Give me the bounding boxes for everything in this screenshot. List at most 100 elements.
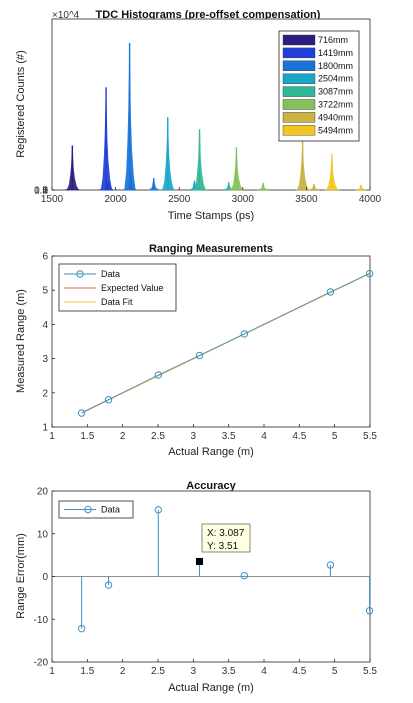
legend-label: 4940mm (318, 112, 353, 122)
legend-label: 5494mm (318, 125, 353, 135)
accuracy-chart: Accuracy 1 1.5 2 2.5 3 3.5 4 4.5 5 5.5 -20 -10 0 10 20… (15, 480, 377, 694)
legend-swatch (282, 112, 316, 123)
x-tick-label: 5.5 (363, 431, 377, 442)
y-tick-label: 0 (42, 572, 48, 583)
data-point (104, 396, 113, 404)
chart-1-y-label: Registered Counts (#) (15, 50, 27, 158)
ranging-chart: Ranging Measurements 1 1.5 2 2.5 3 3.5 4 4.5 5 5.… (15, 243, 377, 458)
legend-label: 1419mm (318, 48, 353, 58)
x-tick-label: 5.5 (363, 666, 377, 677)
legend-swatch (282, 47, 316, 59)
x-tick-label: 2500 (168, 194, 191, 205)
chart-2-title: Ranging Measurements (149, 243, 273, 255)
legend-swatch (282, 34, 316, 46)
stem-point (326, 561, 335, 569)
data-point (77, 409, 86, 417)
legend-label: Data Fit (101, 297, 133, 307)
y-tick-label: 1.5 (34, 185, 48, 196)
y-tick-label: 10 (37, 529, 49, 540)
datatip-y-label: Y: 3.51 (207, 541, 239, 552)
x-tick-label: 4.5 (292, 666, 306, 677)
x-tick-label: 2.5 (151, 666, 165, 677)
legend-label: 3087mm (318, 87, 353, 97)
legend-label: Expected Value (101, 283, 163, 293)
data-point (240, 330, 249, 338)
histogram-chart: TDC Histograms (pre-offset compensation)… (15, 9, 382, 222)
x-tick-label: 3 (191, 431, 197, 442)
x-tick-label: 1 (49, 431, 55, 442)
y-tick-label: 2 (42, 388, 48, 399)
x-tick-label: 5 (332, 666, 338, 677)
data-point (365, 269, 374, 278)
data-series-line (81, 273, 370, 414)
chart-1-x-label: Time Stamps (ps) (168, 210, 254, 222)
x-tick-label: 3.5 (222, 666, 236, 677)
y-tick-label: 5 (42, 286, 48, 297)
chart-3-legend: Data (58, 500, 134, 519)
datatip-box (201, 523, 251, 553)
chart-2-legend: Data Expected Value Data Fit (58, 263, 177, 312)
x-tick-label: 1.5 (80, 666, 94, 677)
data-point (154, 371, 162, 379)
y-tick-label: -10 (34, 615, 49, 626)
legend-swatch (282, 125, 316, 136)
x-tick-label: 1 (49, 666, 55, 677)
y-tick-label: 0 (42, 186, 48, 197)
legend-label: Data (101, 269, 120, 279)
x-tick-label: 2 (120, 431, 126, 442)
x-tick-label: 3.5 (222, 431, 236, 442)
chart-1-legend: 716mm 1419mm 1800mm 2504mm 3087mm 3722mm 4940m… (278, 30, 360, 142)
y-tick-label: 0.5 (34, 185, 48, 196)
datatip-x-label: X: 3.087 (207, 528, 245, 539)
datatip-marker[interactable] (195, 557, 203, 565)
x-tick-label: 3 (191, 666, 197, 677)
legend-swatch (282, 86, 316, 97)
y-tick-label: 20 (37, 487, 49, 498)
legend-swatch (282, 60, 316, 71)
legend-label: 1800mm (318, 61, 353, 71)
chart-3-x-label: Actual Range (m) (168, 682, 254, 694)
x-tick-label: 1500 (41, 194, 64, 205)
y-tick-label: 2 (42, 185, 48, 196)
legend-label: Data (101, 505, 120, 515)
stem-point (240, 571, 249, 580)
y-tick-label: -20 (34, 658, 49, 669)
y-tick-label: 3 (42, 354, 48, 365)
x-tick-label: 5 (332, 431, 338, 442)
x-tick-label: 4.5 (292, 431, 306, 442)
x-tick-label: 2000 (104, 194, 127, 205)
stem-point (154, 506, 162, 514)
legend-swatch (282, 99, 316, 110)
stem-point (104, 581, 113, 589)
y-tick-label: 1 (42, 423, 48, 434)
chart-3-y-label: Range Error(mm) (15, 533, 27, 619)
x-tick-label: 4 (261, 666, 267, 677)
datatip[interactable]: X: 3.087 Y: 3.51 (195, 523, 251, 565)
data-point (195, 351, 204, 360)
x-tick-label: 3500 (295, 194, 318, 205)
x-tick-label: 1.5 (80, 431, 94, 442)
y-tick-label: 6 (42, 252, 48, 263)
x-tick-label: 3000 (232, 194, 255, 205)
legend-label: 3722mm (318, 100, 353, 110)
chart-1-title: TDC Histograms (pre-offset compensation) (96, 9, 321, 21)
legend-label: 716mm (318, 35, 348, 45)
data-point (326, 288, 335, 296)
y-tick-label: 4 (42, 320, 48, 331)
legend-marker (84, 505, 92, 514)
stem-point (77, 624, 86, 633)
chart-1-y-exponent: ×10^4 (52, 10, 80, 21)
chart-2-y-label: Measured Range (m) (15, 289, 27, 393)
legend-swatch (282, 73, 316, 84)
x-tick-label: 4 (261, 431, 267, 442)
legend-label: 2504mm (318, 74, 353, 84)
x-tick-label: 2.5 (151, 431, 165, 442)
stem-point (365, 607, 374, 615)
y-tick-label: 1 (42, 185, 48, 196)
x-tick-label: 4000 (359, 194, 382, 205)
x-tick-label: 2 (120, 666, 126, 677)
chart-2-x-label: Actual Range (m) (168, 446, 254, 458)
chart-3-title: Accuracy (186, 480, 236, 492)
legend-marker (76, 270, 84, 278)
